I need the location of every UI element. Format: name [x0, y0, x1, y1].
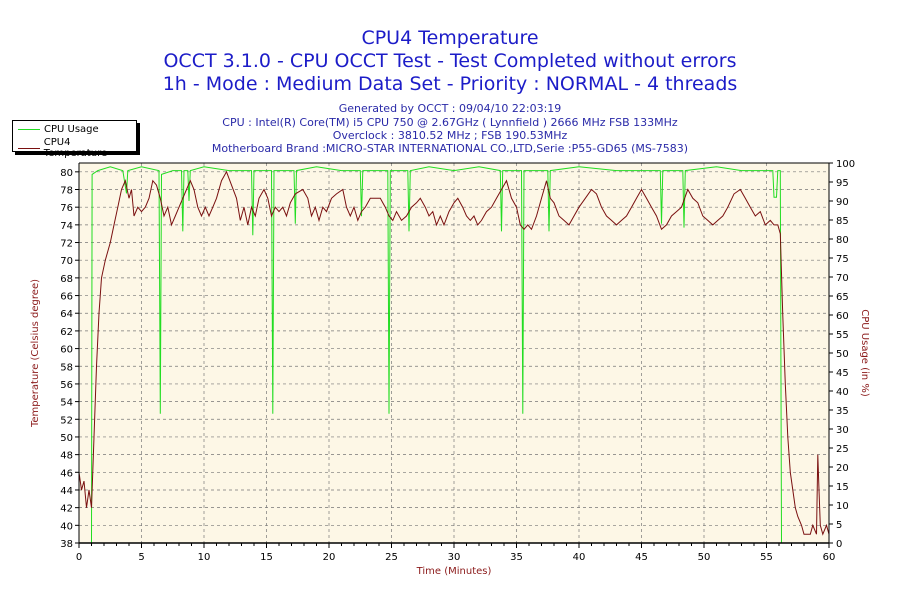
legend-label-temperature: CPU4 Temperature — [43, 137, 108, 159]
legend-swatch-temperature — [18, 147, 40, 149]
y-tick-label: 50 — [60, 433, 73, 444]
y-tick-label: 68 — [60, 274, 73, 285]
y2-tick-label: 90 — [836, 197, 849, 208]
x-tick-label: 10 — [198, 552, 211, 563]
y-tick-label: 72 — [60, 239, 73, 250]
y-tick-label: 66 — [60, 292, 73, 303]
x-axis-label: Time (Minutes) — [416, 566, 492, 577]
y-tick-label: 38 — [60, 539, 73, 550]
y-tick-label: 40 — [60, 521, 73, 532]
info-motherboard: Motherboard Brand :MICRO-STAR INTERNATIO… — [211, 142, 689, 155]
x-tick-label: 30 — [448, 552, 461, 563]
x-tick-label: 5 — [138, 552, 144, 563]
legend-item-temperature: CPU4 Temperature — [18, 137, 136, 159]
y-tick-label: 78 — [60, 186, 73, 197]
chart-title: CPU4 Temperature — [361, 27, 539, 49]
info-cpu: CPU : Intel(R) Core(TM) i5 CPU 750 @ 2.6… — [222, 116, 678, 129]
y2-tick-label: 5 — [836, 520, 842, 531]
info-generated: Generated by OCCT : 09/04/10 22:03:19 — [338, 102, 562, 115]
y-tick-label: 58 — [60, 362, 73, 373]
y-tick-label: 80 — [60, 168, 73, 179]
x-tick-label: 0 — [76, 552, 82, 563]
y-tick-label: 48 — [60, 451, 73, 462]
series-line-cpu4-temperature — [78, 170, 830, 536]
y-tick-label: 46 — [60, 468, 73, 479]
y2-tick-label: 65 — [836, 292, 849, 303]
y-tick-label: 76 — [60, 203, 73, 214]
y2-tick-label: 35 — [836, 406, 849, 417]
x-tick-label: 15 — [260, 552, 273, 563]
x-tick-label: 25 — [385, 552, 398, 563]
legend-swatch-cpu-usage — [18, 129, 40, 130]
y2-tick-label: 30 — [836, 425, 849, 436]
y2-tick-label: 70 — [836, 273, 849, 284]
y2-tick-label: 85 — [836, 216, 849, 227]
y-tick-label: 42 — [60, 504, 73, 515]
y-tick-label: 62 — [60, 327, 73, 338]
y2-tick-label: 15 — [836, 482, 849, 493]
x-tick-label: 35 — [510, 552, 523, 563]
x-tick-label: 20 — [323, 552, 336, 563]
y2-tick-label: 80 — [836, 235, 849, 246]
x-tick-label: 55 — [760, 552, 773, 563]
y2-tick-label: 95 — [836, 178, 849, 189]
y2-tick-label: 20 — [836, 463, 849, 474]
y-tick-label: 52 — [60, 415, 73, 426]
x-tick-label: 60 — [823, 552, 836, 563]
legend-label-cpu-usage: CPU Usage — [44, 124, 99, 135]
y-axis-label: Temperature (Celsius degree) — [30, 279, 41, 428]
y2-tick-label: 75 — [836, 254, 849, 265]
y2-tick-label: 25 — [836, 444, 849, 455]
y2-tick-label: 40 — [836, 387, 849, 398]
info-overclock: Overclock : 3810.52 MHz ; FSB 190.53MHz — [332, 129, 568, 142]
y-tick-label: 56 — [60, 380, 73, 391]
y-tick-label: 64 — [60, 309, 73, 320]
y2-tick-label: 100 — [836, 159, 855, 170]
y2-tick-label: 10 — [836, 501, 849, 512]
y-tick-label: 54 — [60, 398, 73, 409]
y2-tick-label: 0 — [836, 539, 842, 550]
y-tick-label: 60 — [60, 345, 73, 356]
x-tick-label: 50 — [698, 552, 711, 563]
legend: CPU Usage CPU4 Temperature — [12, 120, 137, 159]
y2-tick-label: 50 — [836, 349, 849, 360]
chart-subtitle-mode: 1h - Mode : Medium Data Set - Priority :… — [162, 73, 738, 95]
series-line-cpu-usage — [79, 166, 829, 544]
plot-background — [79, 163, 829, 543]
x-tick-label: 40 — [573, 552, 586, 563]
legend-item-cpu-usage: CPU Usage — [18, 124, 99, 135]
y-tick-label: 70 — [60, 256, 73, 267]
y2-tick-label: 55 — [836, 330, 849, 341]
y2-tick-label: 45 — [836, 368, 849, 379]
y-tick-label: 44 — [60, 486, 73, 497]
y2-axis-label: CPU Usage (in %) — [859, 309, 870, 397]
x-tick-label: 45 — [635, 552, 648, 563]
chart-subtitle-test: OCCT 3.1.0 - CPU OCCT Test - Test Comple… — [163, 50, 737, 72]
y-tick-label: 74 — [60, 221, 73, 232]
y2-tick-label: 60 — [836, 311, 849, 322]
